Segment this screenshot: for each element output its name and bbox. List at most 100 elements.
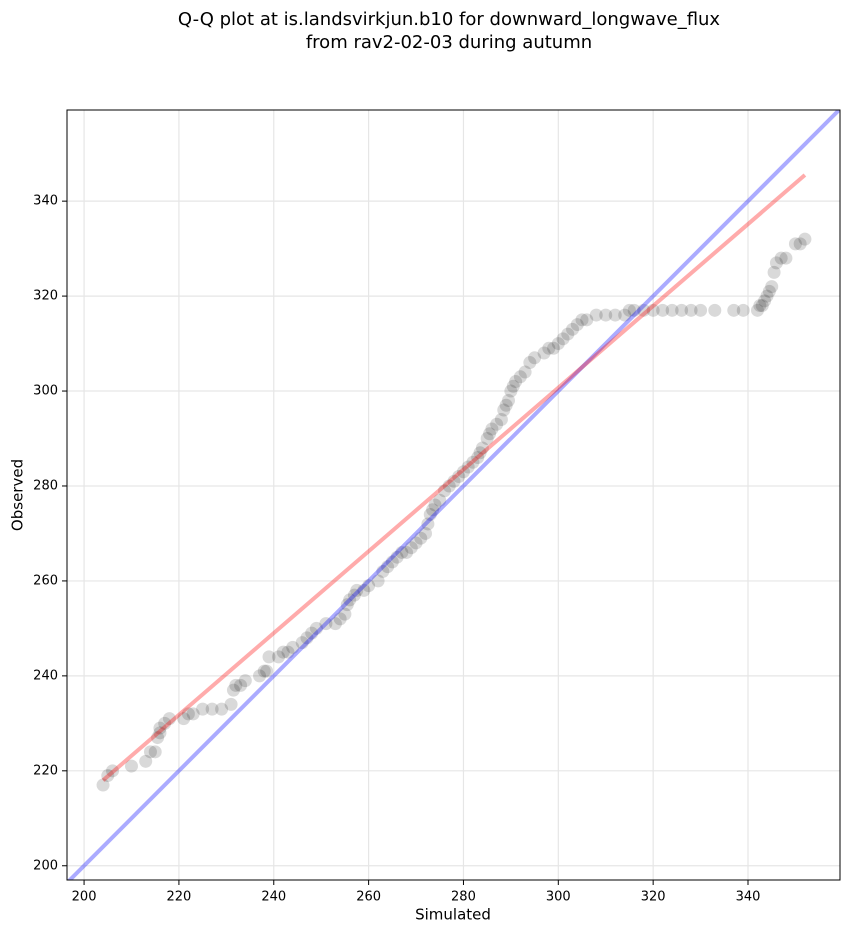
point: [708, 303, 722, 317]
point: [753, 299, 767, 313]
point: [260, 664, 274, 678]
point: [153, 721, 167, 735]
point: [181, 707, 195, 721]
point: [760, 289, 774, 303]
point: [475, 441, 489, 455]
y-axis-label: Observed: [9, 459, 27, 531]
point: [656, 303, 670, 317]
x-tick-label: 240: [261, 890, 286, 905]
point: [793, 237, 807, 251]
point: [381, 560, 395, 574]
point: [502, 394, 516, 408]
point: [556, 332, 570, 346]
point: [423, 507, 437, 521]
point: [779, 251, 793, 265]
point: [762, 284, 776, 298]
point: [774, 251, 788, 265]
point: [509, 375, 523, 389]
point: [523, 356, 537, 370]
point: [162, 712, 176, 726]
point: [767, 265, 781, 279]
point: [537, 346, 551, 360]
point: [599, 308, 613, 322]
point: [456, 465, 470, 479]
point: [139, 754, 153, 768]
point: [727, 303, 741, 317]
point: [362, 579, 376, 593]
y-tick-label: 240: [33, 668, 58, 683]
point: [622, 303, 636, 317]
point: [158, 716, 172, 730]
point: [485, 422, 499, 436]
plot-area: [67, 110, 840, 880]
point: [224, 697, 238, 711]
point: [124, 759, 138, 773]
point: [694, 303, 708, 317]
point: [295, 636, 309, 650]
reference-line: [101, 173, 807, 782]
point: [196, 702, 210, 716]
point: [483, 427, 497, 441]
point: [750, 303, 764, 317]
x-axis-label: Simulated: [415, 906, 491, 924]
point: [566, 322, 580, 336]
point: [518, 365, 532, 379]
y-tick-label: 260: [33, 573, 58, 588]
point: [143, 745, 157, 759]
y-tick-label: 320: [33, 289, 58, 304]
point: [675, 303, 689, 317]
point: [618, 308, 632, 322]
point: [736, 303, 750, 317]
point: [305, 626, 319, 640]
point: [257, 664, 271, 678]
point: [404, 541, 418, 555]
point: [409, 536, 423, 550]
x-tick-label: 300: [546, 890, 571, 905]
point: [665, 303, 679, 317]
point: [238, 674, 252, 688]
x-tick-label: 200: [72, 890, 97, 905]
point: [414, 531, 428, 545]
x-tick-label: 320: [641, 890, 666, 905]
point: [547, 341, 561, 355]
point: [684, 303, 698, 317]
point: [106, 764, 120, 778]
point: [400, 545, 414, 559]
point: [340, 598, 354, 612]
point: [177, 712, 191, 726]
point: [276, 645, 290, 659]
point: [461, 460, 475, 474]
point: [253, 669, 267, 683]
point: [153, 726, 167, 740]
plot-frame: [66, 109, 841, 881]
point: [627, 303, 641, 317]
x-tick-label: 340: [736, 890, 761, 905]
point: [769, 256, 783, 270]
point: [561, 327, 575, 341]
point: [229, 678, 243, 692]
point: [473, 446, 487, 460]
point: [452, 469, 466, 483]
point: [758, 294, 772, 308]
point: [426, 503, 440, 517]
point: [494, 413, 508, 427]
point: [575, 313, 589, 327]
point: [490, 417, 504, 431]
point: [343, 593, 357, 607]
point: [101, 769, 115, 783]
point: [421, 517, 435, 531]
point: [447, 474, 461, 488]
point: [357, 583, 371, 597]
x-tick-label: 280: [451, 890, 476, 905]
point: [309, 621, 323, 635]
point: [262, 650, 276, 664]
point: [755, 299, 769, 313]
point: [371, 574, 385, 588]
point: [286, 640, 300, 654]
y-tick-label: 340: [33, 194, 58, 209]
point: [637, 303, 651, 317]
y-tick-label: 220: [33, 763, 58, 778]
chart-title: Q-Q plot at is.landsvirkjun.b10 for down…: [178, 9, 721, 30]
point: [765, 280, 779, 294]
